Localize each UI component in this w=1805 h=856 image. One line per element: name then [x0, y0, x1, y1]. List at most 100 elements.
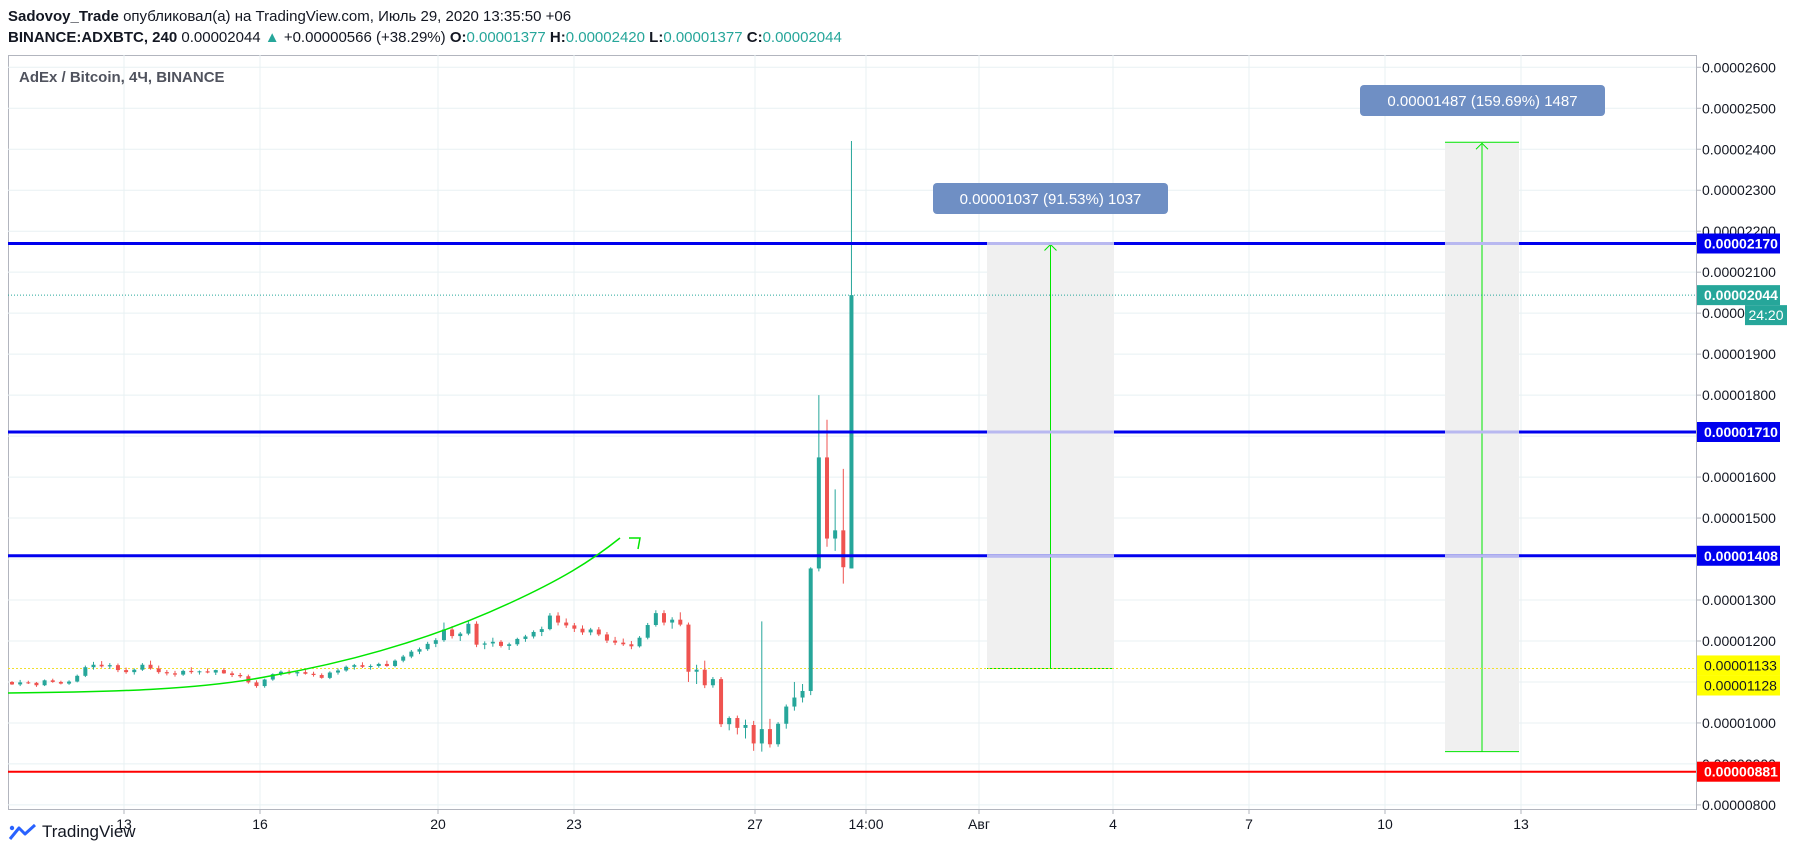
candle-body[interactable]	[18, 682, 23, 685]
candle-body[interactable]	[515, 638, 520, 645]
candle-body[interactable]	[588, 629, 593, 633]
candle-body[interactable]	[490, 641, 495, 644]
candle-body[interactable]	[580, 628, 585, 633]
candle-body[interactable]	[441, 629, 446, 641]
candle-body[interactable]	[841, 530, 846, 568]
candle-body[interactable]	[124, 670, 129, 673]
candle-body[interactable]	[132, 669, 137, 673]
candle-body[interactable]	[596, 629, 601, 635]
candle-body[interactable]	[474, 623, 479, 645]
candle-body[interactable]	[270, 674, 275, 680]
candle-body[interactable]	[621, 642, 626, 645]
candle-body[interactable]	[686, 624, 691, 672]
candle-body[interactable]	[710, 679, 715, 686]
candle-body[interactable]	[58, 681, 63, 684]
candle-body[interactable]	[42, 680, 47, 686]
candle-body[interactable]	[221, 670, 226, 674]
candle-body[interactable]	[213, 670, 218, 673]
candle-body[interactable]	[678, 619, 683, 625]
price-axis[interactable]: 0.000008000.000009000.000010000.00001100…	[1696, 55, 1787, 813]
candle-body[interactable]	[482, 643, 487, 645]
candle-body[interactable]	[556, 615, 561, 623]
tradingview-logo[interactable]: TradingView	[8, 822, 136, 842]
candle-body[interactable]	[499, 641, 503, 646]
candle-body[interactable]	[91, 664, 96, 668]
candle-body[interactable]	[759, 729, 764, 744]
measure-label-box[interactable]	[933, 183, 1168, 214]
candle-body[interactable]	[238, 675, 243, 677]
candle-body[interactable]	[401, 656, 406, 661]
measure-label-box[interactable]	[1360, 85, 1605, 116]
candle-body[interactable]	[262, 679, 267, 687]
candle-body[interactable]	[10, 681, 14, 685]
candle-body[interactable]	[417, 649, 422, 652]
candle-body[interactable]	[539, 629, 544, 632]
candle-body[interactable]	[34, 682, 39, 686]
candle-body[interactable]	[115, 665, 120, 671]
candle-body[interactable]	[767, 729, 772, 745]
candle-body[interactable]	[458, 633, 463, 637]
candle-body[interactable]	[156, 668, 161, 673]
trend-curve[interactable]	[7, 537, 621, 694]
candle-body[interactable]	[604, 634, 609, 641]
candles[interactable]	[10, 141, 854, 752]
candle-body[interactable]	[83, 667, 88, 676]
candle-body[interactable]	[523, 636, 528, 639]
candle-body[interactable]	[360, 665, 365, 667]
candle-body[interactable]	[645, 625, 650, 638]
candle-body[interactable]	[613, 640, 618, 643]
candle-body[interactable]	[547, 615, 552, 630]
candle-body[interactable]	[376, 663, 381, 666]
candle-body[interactable]	[637, 637, 642, 647]
candle-body[interactable]	[433, 640, 438, 644]
candle-body[interactable]	[564, 622, 569, 626]
candle-body[interactable]	[173, 673, 177, 675]
candle-body[interactable]	[197, 671, 202, 673]
candle-body[interactable]	[409, 651, 414, 657]
candle-body[interactable]	[344, 666, 349, 671]
candle-body[interactable]	[662, 613, 666, 623]
candle-body[interactable]	[670, 619, 675, 623]
chart-drawings[interactable]: 0.00001037 (91.53%) 1037 0.00001487 (159.…	[7, 85, 1696, 773]
candle-body[interactable]	[694, 669, 699, 672]
candle-body[interactable]	[727, 718, 732, 725]
candle-body[interactable]	[808, 568, 813, 691]
candle-body[interactable]	[743, 724, 748, 728]
time-axis[interactable]: 13 16 20 23 27 14:00 Авг 4 7 10 13	[8, 809, 1696, 832]
candle-body[interactable]	[816, 457, 821, 569]
candle-body[interactable]	[230, 673, 235, 676]
candle-body[interactable]	[278, 671, 283, 675]
candle-body[interactable]	[425, 643, 430, 650]
candle-body[interactable]	[164, 672, 169, 674]
candle-body[interactable]	[572, 625, 577, 629]
author-name[interactable]: Sadovoy_Trade	[8, 8, 119, 25]
candle-body[interactable]	[784, 706, 789, 724]
candle-body[interactable]	[107, 665, 112, 667]
candle-body[interactable]	[99, 664, 104, 667]
candle-body[interactable]	[50, 680, 55, 682]
candle-body[interactable]	[189, 670, 194, 673]
candle-body[interactable]	[311, 673, 316, 676]
candle-body[interactable]	[295, 672, 300, 674]
candle-body[interactable]	[140, 664, 145, 670]
candle-body[interactable]	[735, 718, 740, 728]
candle-body[interactable]	[653, 613, 658, 626]
candle-body[interactable]	[450, 629, 455, 637]
candle-body[interactable]	[792, 697, 797, 707]
candle-body[interactable]	[384, 663, 389, 666]
candle-body[interactable]	[776, 723, 781, 745]
candle-body[interactable]	[67, 681, 72, 684]
candle-body[interactable]	[254, 682, 259, 687]
candle-body[interactable]	[702, 669, 707, 686]
candle-body[interactable]	[352, 665, 357, 667]
candle-body[interactable]	[26, 682, 31, 684]
candle-body[interactable]	[507, 644, 512, 646]
candle-body[interactable]	[629, 644, 634, 647]
candle-body[interactable]	[466, 623, 471, 634]
candle-body[interactable]	[393, 660, 398, 666]
candle-body[interactable]	[181, 670, 186, 675]
candle-body[interactable]	[719, 679, 724, 725]
candle-body[interactable]	[327, 672, 332, 678]
candle-body[interactable]	[205, 671, 210, 673]
